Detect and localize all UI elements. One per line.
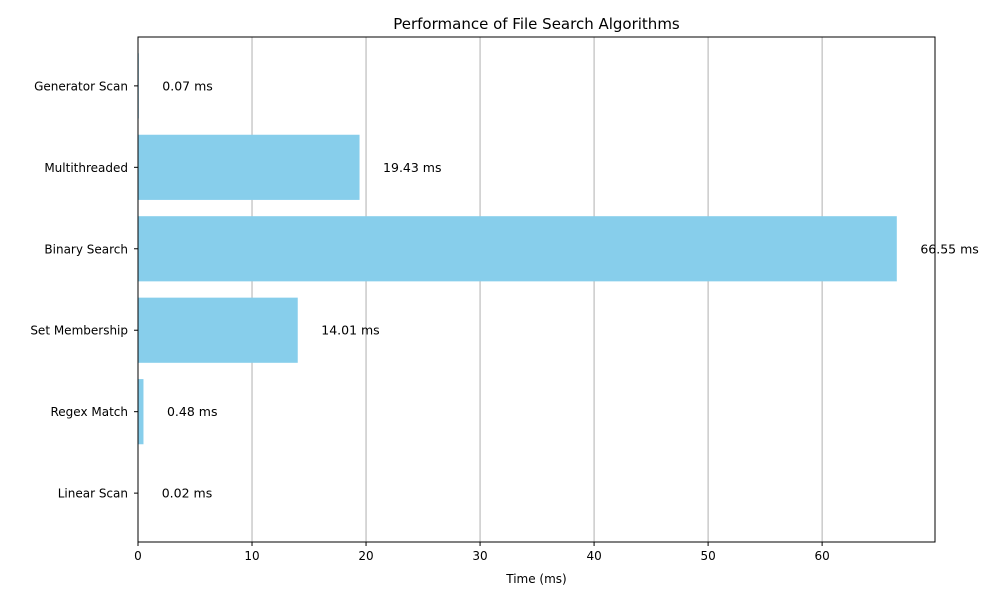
y-tick-label: Regex Match (50, 405, 128, 419)
bar-value-label: 19.43 ms (383, 160, 441, 175)
x-tick-label: 20 (358, 549, 373, 563)
bar-value-label: 0.48 ms (167, 404, 218, 419)
x-tick-label: 40 (586, 549, 601, 563)
bars (138, 53, 897, 526)
y-tick-label: Binary Search (44, 242, 128, 256)
y-tick-label: Linear Scan (58, 487, 128, 501)
x-tick-label: 10 (244, 549, 259, 563)
chart-title: Performance of File Search Algorithms (393, 15, 680, 33)
x-tick-label: 30 (472, 549, 487, 563)
y-tick-label: Multithreaded (44, 161, 128, 175)
x-tick-label: 50 (700, 549, 715, 563)
bar (138, 134, 360, 200)
gridlines (251, 37, 823, 542)
bar-value-label: 14.01 ms (321, 323, 379, 338)
bar (138, 297, 298, 363)
y-axis-ticks: Linear Scan Regex Match Set Membership Bina… (30, 79, 138, 501)
bar (138, 379, 144, 445)
x-tick-label: 60 (814, 549, 829, 563)
x-axis-title: Time (ms) (505, 572, 567, 586)
y-tick-label: Generator Scan (34, 79, 128, 93)
y-tick-label: Set Membership (30, 324, 128, 338)
bar-value-label: 0.07 ms (162, 78, 213, 93)
bar-value-label: 0.02 ms (162, 486, 213, 501)
plot-frame (137, 36, 936, 543)
x-tick-label: 0 (134, 549, 142, 563)
bar (138, 216, 897, 282)
x-axis-ticks: 0 10 20 30 40 50 60 (134, 542, 830, 563)
bar-value-label: 66.55 ms (920, 241, 978, 256)
